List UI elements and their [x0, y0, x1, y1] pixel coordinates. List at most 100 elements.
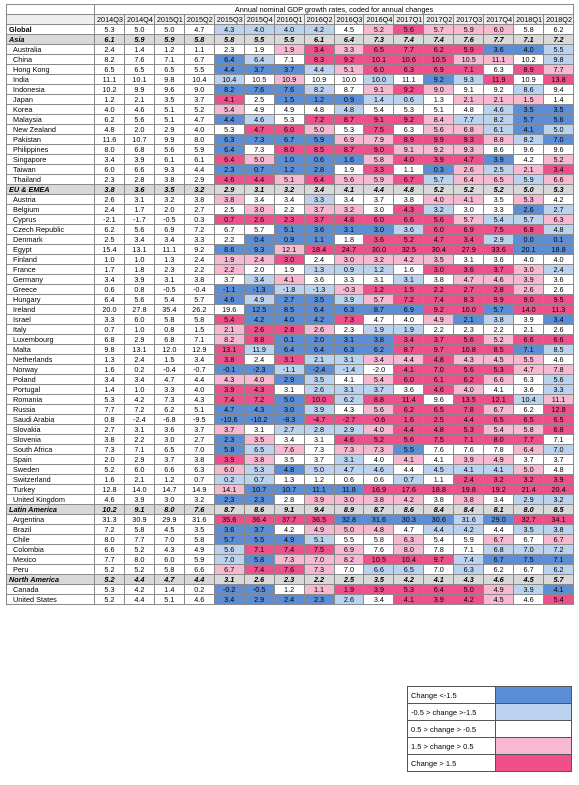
value-cell: 6.5: [363, 44, 395, 55]
legend-label: -0.5 > change >-1.5: [407, 703, 496, 721]
value-cell: -0.1: [213, 364, 245, 375]
value-cell: 9.8: [94, 344, 125, 355]
value-cell: 2.2: [303, 574, 335, 585]
value-cell: 18.8: [543, 244, 574, 255]
data-row: Denmark 2.5 3.4 3.4 3.3 2.2 0.4 0.9 1.1 1.8 3.6 5.2…: [6, 234, 574, 245]
value-cell: 6.3: [513, 374, 545, 385]
row-name: Czech Republic: [6, 224, 95, 235]
value-cell: 6.5: [483, 414, 515, 425]
value-cell: 4.6: [513, 594, 545, 605]
value-cell: 3.8: [94, 184, 125, 195]
value-cell: 4.4: [123, 594, 155, 605]
value-cell: 7.7: [483, 34, 515, 45]
data-row: Norway 1.6 0.2 -0.4 -0.7 -0.1 -2.3 -1.1 -2.4 -1.4…: [6, 364, 574, 375]
value-cell: 3.8: [94, 434, 125, 445]
row-name: Denmark: [6, 234, 95, 245]
value-cell: 7.6: [453, 34, 485, 45]
value-cell: 3.8: [243, 454, 275, 465]
value-cell: 4.0: [513, 254, 545, 265]
value-cell: 12.8: [543, 404, 574, 415]
value-cell: 10.6: [393, 54, 425, 65]
legend-swatch: [495, 720, 572, 738]
value-cell: 3.7: [363, 194, 395, 205]
value-cell: 10.5: [363, 554, 395, 565]
value-cell: -0.5: [243, 584, 275, 595]
value-cell: 6.5: [423, 404, 455, 415]
value-cell: 1.2: [303, 474, 335, 485]
value-cell: 5.4: [483, 214, 515, 225]
value-cell: 10.2: [513, 54, 545, 65]
value-cell: 9.4: [303, 504, 335, 515]
row-name: Saudi Arabia: [6, 414, 95, 425]
value-cell: 10.4: [393, 554, 425, 565]
data-row: Saudi Arabia 0.8 -2.4 -6.8 -9.5 -10.6 -10.2 -8.…: [6, 414, 574, 425]
value-cell: 0.6: [94, 284, 125, 295]
value-cell: 4.5: [483, 354, 515, 365]
value-cell: 3.7: [303, 204, 335, 215]
legend-swatch: [495, 737, 572, 755]
value-cell: 9.9: [483, 294, 515, 305]
value-cell: 12.1: [273, 244, 305, 255]
value-cell: 3.3: [333, 44, 365, 55]
value-cell: 1.5: [513, 94, 545, 105]
value-cell: 5.1: [153, 594, 185, 605]
value-cell: 3.5: [423, 254, 455, 265]
value-cell: 1.1: [303, 584, 335, 595]
value-cell: 2.4: [453, 474, 485, 485]
value-cell: 6.6: [94, 544, 125, 555]
value-cell: 9.3: [453, 74, 485, 85]
value-cell: 7.3: [333, 314, 365, 325]
row-name: China: [6, 54, 95, 65]
value-cell: 5.7: [423, 24, 455, 35]
value-cell: 0.3: [183, 214, 215, 225]
value-cell: 10.5: [243, 74, 275, 85]
value-cell: 6.8: [543, 424, 574, 435]
legend-row: Change > 1.5: [407, 754, 572, 772]
value-cell: 4.1: [483, 384, 515, 395]
value-cell: 5.2: [363, 24, 395, 35]
value-cell: 9.0: [183, 84, 215, 95]
value-cell: 5.8: [123, 524, 155, 535]
row-name: EU & EMEA: [6, 184, 95, 195]
value-cell: 8.4: [423, 114, 455, 125]
value-cell: 7.5: [513, 554, 545, 565]
row-name: Peru: [6, 564, 95, 575]
value-cell: 1.0: [273, 154, 305, 165]
value-cell: 6.2: [423, 44, 455, 55]
value-cell: 2.3: [213, 494, 245, 505]
value-cell: 5.0: [273, 394, 305, 405]
value-cell: 4.8: [273, 464, 305, 475]
column-header: 2015Q1: [153, 14, 185, 25]
value-cell: 30.0: [363, 244, 395, 255]
value-cell: 1.2: [303, 94, 335, 105]
value-cell: 4.9: [273, 104, 305, 115]
value-cell: 8.6: [213, 244, 245, 255]
value-cell: 9.8: [543, 54, 574, 65]
value-cell: 3.9: [213, 384, 245, 395]
value-cell: 4.2: [393, 574, 425, 585]
value-cell: 6.1: [483, 124, 515, 135]
value-cell: 10.7: [123, 134, 155, 145]
column-header: 2017Q2: [423, 14, 455, 25]
value-cell: 7.4: [453, 554, 485, 565]
value-cell: 9.2: [393, 114, 425, 125]
value-cell: -9.5: [183, 414, 215, 425]
value-cell: 5.0: [153, 24, 185, 35]
value-cell: 6.7: [183, 54, 215, 65]
value-cell: 2.6: [94, 194, 125, 205]
value-cell: 1.7: [123, 204, 155, 215]
value-cell: 4.4: [243, 174, 275, 185]
value-cell: 5.7: [423, 174, 455, 185]
row-name: Hong Kong: [6, 64, 95, 75]
value-cell: 3.7: [153, 454, 185, 465]
value-cell: 3.3: [363, 164, 395, 175]
value-cell: 21.4: [513, 484, 545, 495]
value-cell: 6.0: [483, 24, 515, 35]
data-row: Sweden 5.2 6.0 6.6 6.3 6.0 5.3 4.8 5.0 4.7 4.6 4.4 4…: [6, 464, 574, 475]
value-cell: 2.5: [243, 94, 275, 105]
value-cell: 6.2: [153, 404, 185, 415]
value-cell: 4.1: [213, 94, 245, 105]
row-name: Indonesia: [6, 84, 95, 95]
value-cell: 4.0: [243, 24, 275, 35]
value-cell: 2.5: [213, 204, 245, 215]
